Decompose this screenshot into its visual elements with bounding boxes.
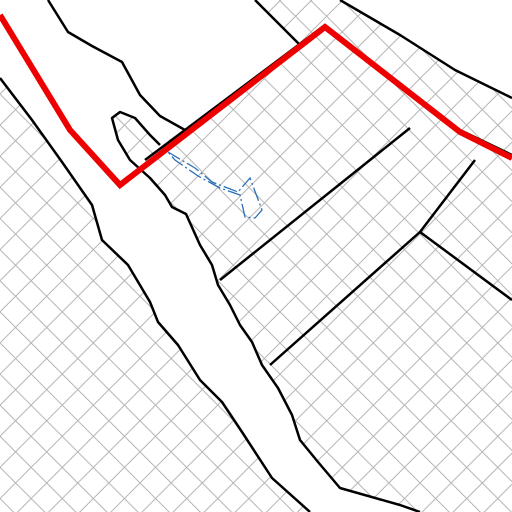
- boundary-line: [46, 0, 186, 132]
- boundary-line: [110, 110, 421, 512]
- boundary-line: [0, 77, 311, 512]
- parcel-area: [48, 0, 325, 130]
- boundary-line: [254, 0, 301, 46]
- selection-outline: [0, 13, 512, 190]
- river-area: [0, 0, 420, 512]
- boundary-line: [219, 127, 411, 281]
- boundary-line: [339, 0, 512, 100]
- boundary-line: [419, 159, 476, 233]
- dashed-outline: [167, 151, 263, 219]
